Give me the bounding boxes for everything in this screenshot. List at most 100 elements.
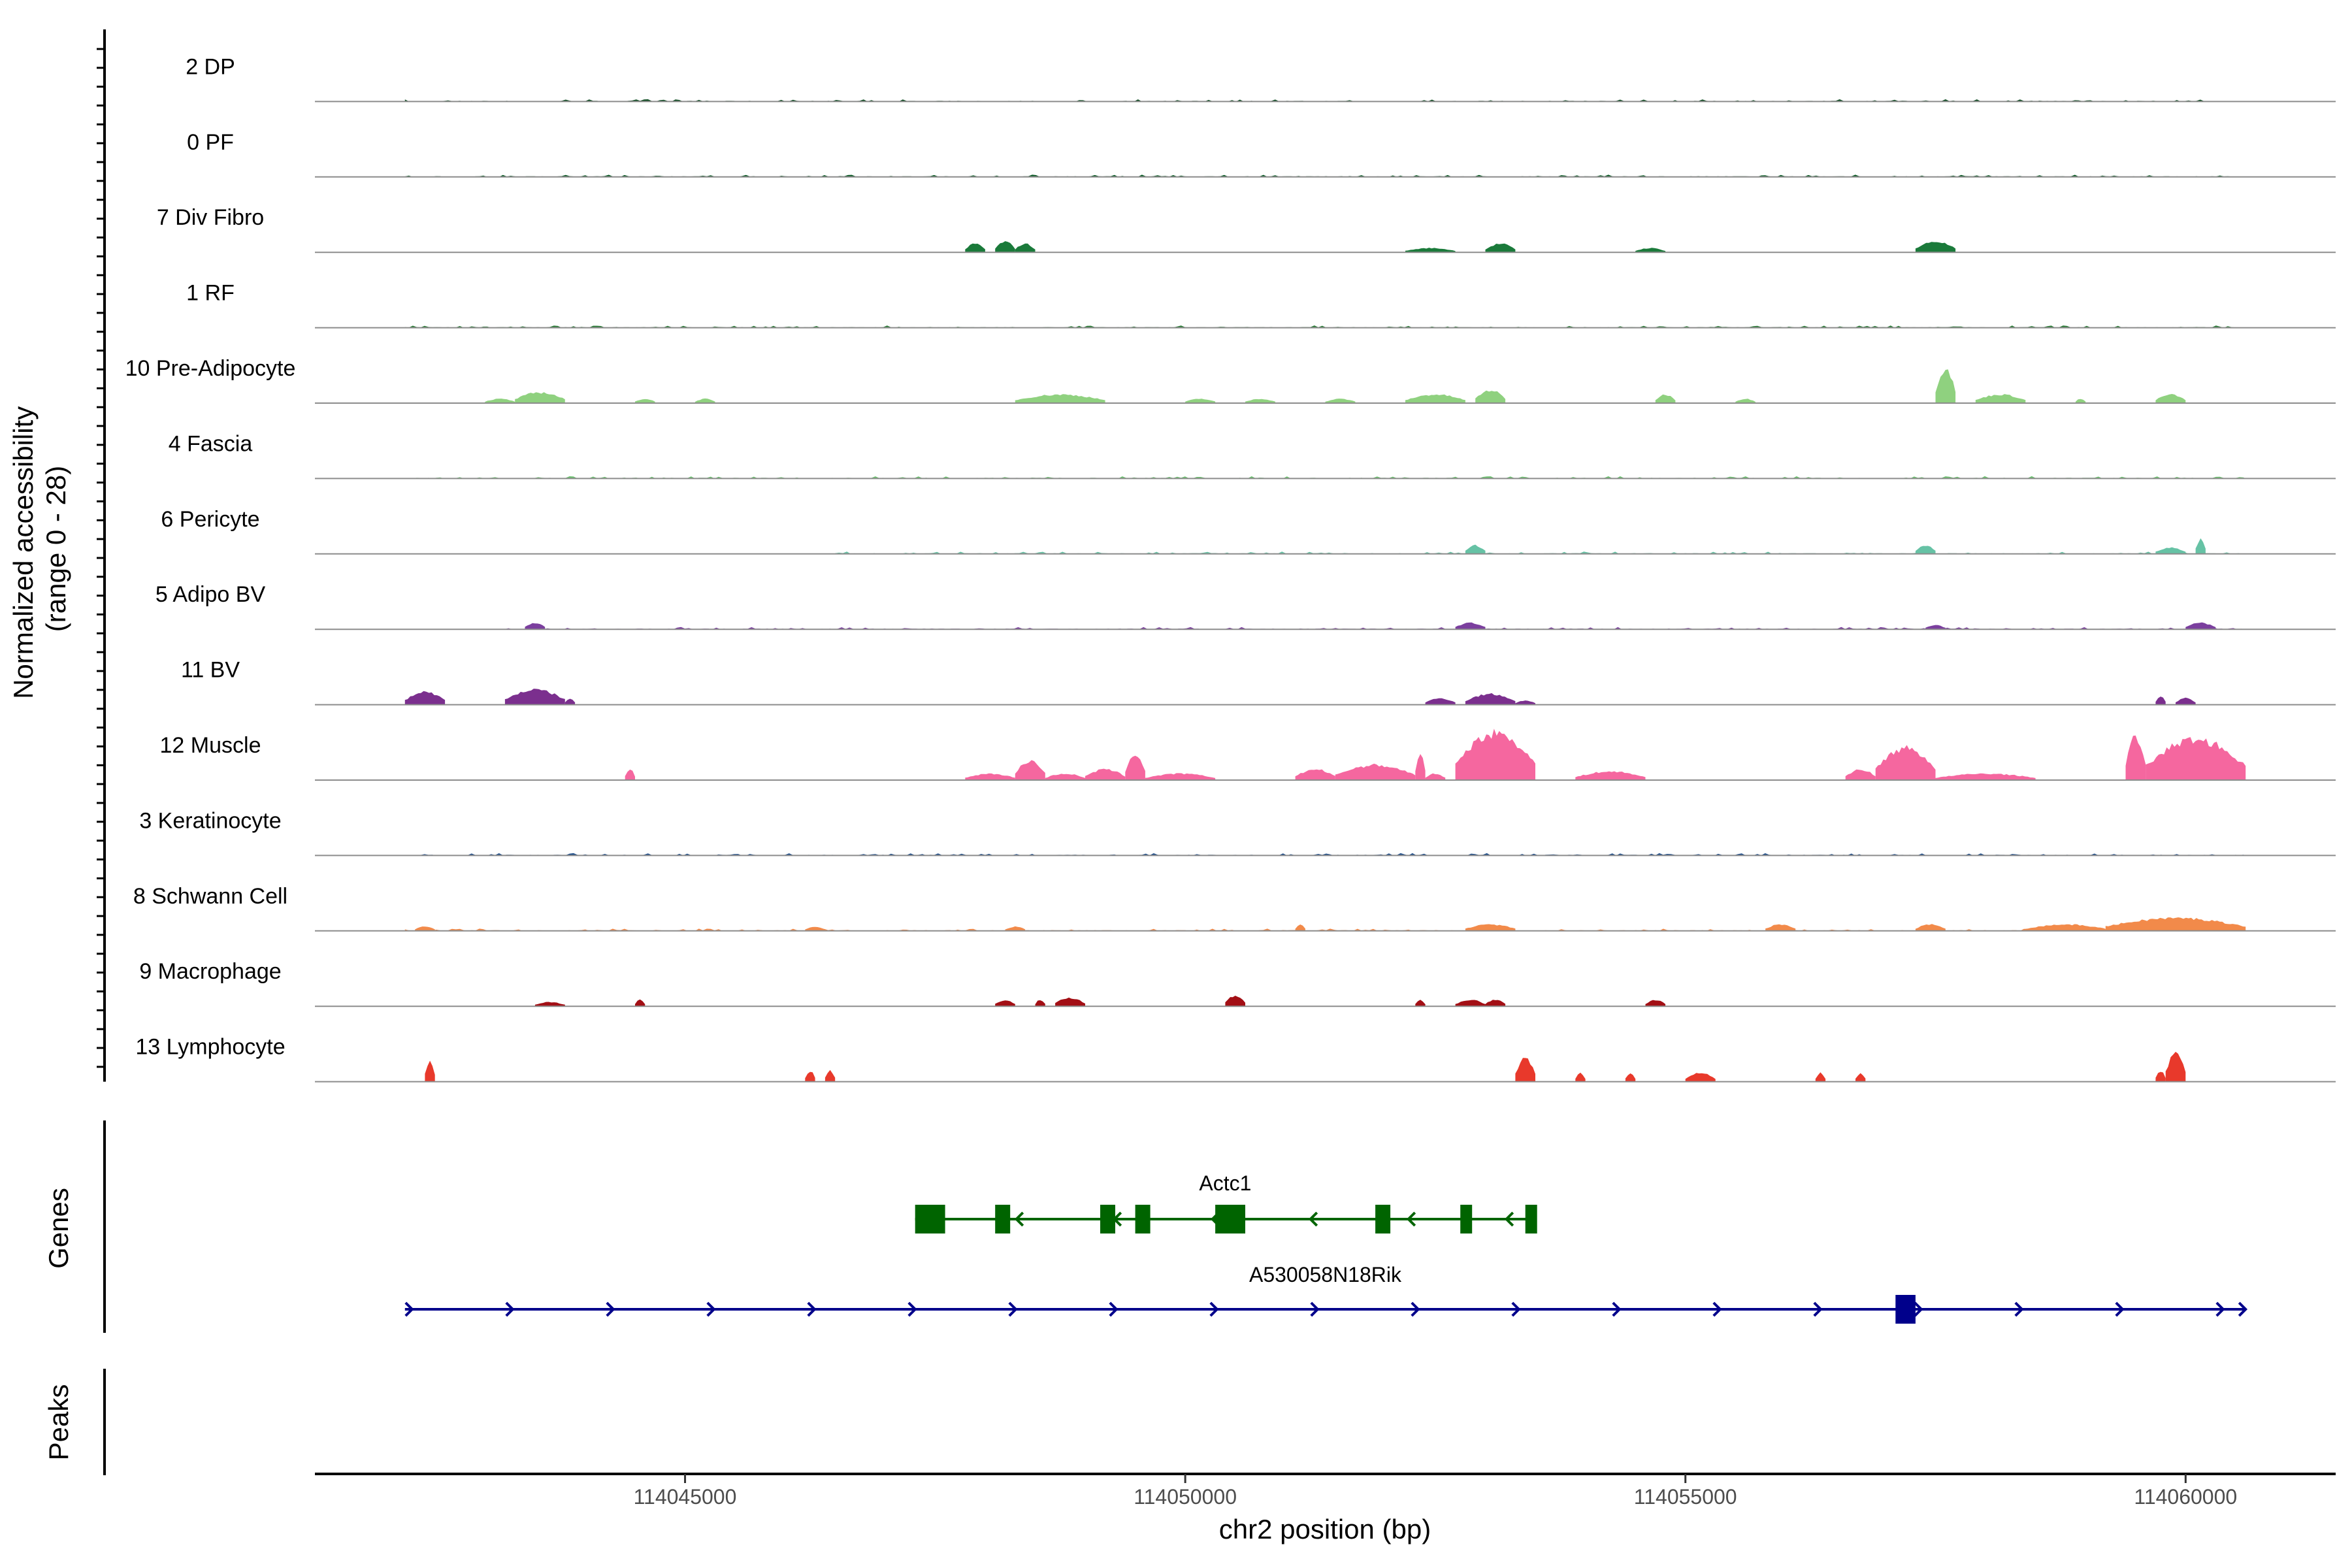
gene-models: Actc1 A530058N18Rik <box>404 1171 2248 1324</box>
track-13: 13 Lymphocyte <box>135 1035 2336 1083</box>
coverage-peak <box>2075 399 2086 403</box>
track-label: 4 Fascia <box>169 431 253 456</box>
peaks-panel: Peaks <box>43 1369 106 1475</box>
coverage-peak <box>2165 1051 2186 1082</box>
strand-arrow <box>1209 1301 1219 1317</box>
coverage-peak <box>515 392 565 403</box>
track-label: 8 Schwann Cell <box>133 884 287 909</box>
coverage-peak <box>1575 1072 1586 1082</box>
coverage-peak <box>2155 696 2166 705</box>
coverage-peak <box>2155 547 2186 554</box>
coverage-peak <box>1915 242 1956 253</box>
coverage-peak <box>1015 394 1105 403</box>
x-tick-label: 114055000 <box>1634 1485 1737 1509</box>
coverage-peak <box>1045 774 1085 780</box>
track-3: 1 RF <box>186 281 2336 329</box>
x-tick-label: 114060000 <box>2134 1485 2237 1509</box>
coverage-peak <box>1125 755 1145 780</box>
gene-exon <box>915 1205 945 1233</box>
coverage-peak <box>1815 1072 1826 1082</box>
coverage-peak <box>2195 538 2206 554</box>
coverage-peak <box>1035 1000 1045 1007</box>
coverage-peak <box>2176 697 2196 705</box>
coverage-peak <box>1005 926 1026 931</box>
coverage-peak <box>1515 700 1535 705</box>
strand-arrow <box>1411 1301 1420 1317</box>
coverage-peak <box>1735 399 1756 403</box>
strand-arrow <box>1308 1211 1318 1227</box>
coverage-peak <box>2155 1071 2166 1082</box>
coverage-peak <box>525 623 546 630</box>
coverage-peak <box>1415 1000 1426 1007</box>
coverage-peak <box>1925 625 1946 630</box>
coverage-peak <box>1055 997 1085 1007</box>
track-8: 11 BV <box>181 658 2336 706</box>
coverage-peak <box>965 243 985 253</box>
coverage-peak <box>2185 622 2216 630</box>
strand-arrow <box>1008 1301 1018 1317</box>
coverage-peak <box>1915 546 1936 554</box>
strand-arrow <box>2115 1301 2125 1317</box>
coverage-peak <box>1245 399 1275 403</box>
coverage-peak <box>1935 369 1956 403</box>
gene-exon <box>1135 1205 1151 1233</box>
strand-arrow <box>1504 1211 1514 1227</box>
coverage-peak <box>1085 768 1126 780</box>
strand-arrow <box>2238 1301 2248 1317</box>
track-0: 2 DP <box>186 54 2336 103</box>
track-label: 10 Pre-Adipocyte <box>125 356 296 381</box>
coverage-peak <box>534 1002 565 1007</box>
track-4: 10 Pre-Adipocyte <box>125 356 2336 404</box>
coverage-peak <box>2155 394 2186 403</box>
x-tick-label: 114050000 <box>1134 1485 1237 1509</box>
strand-arrow <box>1511 1301 1521 1317</box>
track-5: 4 Fascia <box>169 431 2336 480</box>
gene-exon <box>995 1205 1011 1233</box>
coverage-peak <box>485 399 515 403</box>
strand-arrow <box>404 1301 414 1317</box>
coverage-peak <box>1455 622 1486 630</box>
coverage-peak <box>1975 394 2026 403</box>
coverage-peak <box>1765 924 1796 931</box>
gene-exon <box>1895 1295 1916 1324</box>
coverage-peak <box>635 399 655 403</box>
strand-arrow <box>505 1301 515 1317</box>
coverage-peak <box>1465 544 1486 554</box>
coverage-peak <box>1475 390 1506 403</box>
strand-arrow <box>1914 1301 1923 1317</box>
coverage-peak <box>825 1070 836 1082</box>
track-label: 13 Lymphocyte <box>135 1035 285 1060</box>
x-axis: chr2 position (bp) 114045000 114050000 114… <box>315 1473 2336 1544</box>
gene-label: A530058N18Rik <box>1249 1263 1402 1286</box>
strand-arrow <box>606 1301 615 1317</box>
coverage-peak <box>805 1071 815 1082</box>
coverage-peak <box>1295 769 1335 780</box>
y-axis-title-line1: Normalized accessibility <box>8 406 39 699</box>
coverage-peak <box>1185 399 1216 403</box>
strand-arrow <box>1310 1301 1320 1317</box>
track-10: 3 Keratinocyte <box>139 808 2336 857</box>
track-label: 2 DP <box>186 54 235 79</box>
coverage-peak <box>625 769 635 780</box>
track-2: 7 Div Fibro <box>157 205 2336 253</box>
strand-arrow <box>1813 1301 1823 1317</box>
y-axis-title: Normalized accessibility (range 0 - 28) <box>8 399 71 699</box>
coverage-peak <box>1685 1073 1716 1082</box>
gene-label: Actc1 <box>1199 1171 1251 1195</box>
coverage-peak <box>404 691 446 705</box>
coverage-y-axis <box>97 29 106 1082</box>
strand-arrow <box>807 1301 817 1317</box>
gene-exon <box>1525 1205 1537 1233</box>
coverage-peak <box>995 241 1015 253</box>
genes-panel-title: Genes <box>43 1188 74 1269</box>
coverage-peak <box>1635 248 1666 253</box>
coverage-peak <box>1575 771 1646 780</box>
coverage-peak <box>1335 763 1416 780</box>
coverage-peak <box>1655 394 1676 403</box>
peaks-panel-title: Peaks <box>43 1384 74 1461</box>
gene-exon <box>1215 1205 1245 1233</box>
strand-arrow <box>2215 1301 2225 1317</box>
coverage-peak <box>1455 1000 1486 1007</box>
coverage-peak <box>1465 924 1516 931</box>
track-7: 5 Adipo BV <box>155 582 2336 630</box>
